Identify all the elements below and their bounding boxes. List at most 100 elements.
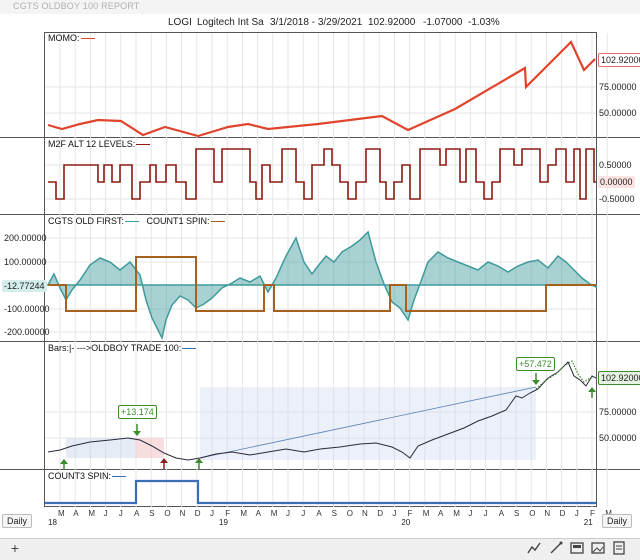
m2f-panel-title: M2F ALT 12 LEVELS: xyxy=(48,139,151,149)
trade-profit-label-2: +57.472 xyxy=(516,357,555,371)
month-tick: N xyxy=(544,509,551,518)
month-tick: A xyxy=(316,509,322,518)
month-tick: D xyxy=(194,509,201,518)
month-tick: N xyxy=(179,509,186,518)
date-range: 3/1/2018 - 3/29/2021 xyxy=(270,17,363,28)
momo-tick: 50.00000 xyxy=(599,108,637,118)
month-tick: M xyxy=(88,509,96,518)
window-title: CGTS OLDBOY 100 REPORT xyxy=(13,1,140,11)
layout-icon[interactable] xyxy=(570,541,584,555)
month-tick: A xyxy=(73,509,79,518)
buy-arrow-2 xyxy=(160,458,168,469)
m2f-tick: -0.50000 xyxy=(599,194,635,204)
month-tick: J xyxy=(574,509,579,518)
month-tick: F xyxy=(407,509,413,518)
month-tick: S xyxy=(514,509,520,518)
month-tick: A xyxy=(255,509,261,518)
bars-panel-title: Bars:|- --->OLDBOY TRADE 100: xyxy=(48,343,197,353)
month-tick: D xyxy=(559,509,566,518)
month-tick: J xyxy=(301,509,306,518)
month-tick: S xyxy=(149,509,155,518)
add-icon[interactable]: + xyxy=(10,540,20,556)
month-tick: J xyxy=(103,509,108,518)
price-axis[interactable] xyxy=(597,32,640,507)
draw-tool-icon[interactable] xyxy=(549,541,563,555)
month-tick: J xyxy=(210,509,214,518)
price-line xyxy=(47,361,597,461)
count1-spin-line xyxy=(48,256,596,312)
momo-panel-title: MOMO: xyxy=(48,33,95,43)
momo-tick: 75.00000 xyxy=(599,82,637,92)
month-tick: M xyxy=(453,509,460,518)
month-tick: J xyxy=(483,509,488,518)
symbol-info-bar: LOGI Logitech Int Sa 3/1/2018 - 3/29/202… xyxy=(0,14,640,32)
year-tick: 20 xyxy=(401,518,411,527)
month-tick: F xyxy=(590,509,595,518)
month-tick: D xyxy=(377,509,383,518)
month-tick: M xyxy=(58,509,65,518)
chart-type-icon[interactable] xyxy=(527,541,541,555)
title-bar: CGTS OLDBOY 100 REPORT xyxy=(0,0,640,14)
month-tick: J xyxy=(392,509,397,518)
m2f-tick: 0.50000 xyxy=(599,160,632,170)
month-tick: A xyxy=(438,509,444,518)
month-tick: M xyxy=(605,509,612,518)
m2f-step-line xyxy=(48,148,596,200)
cgts-tick: 100.00000 xyxy=(4,257,47,267)
price-change: -1.07000 xyxy=(423,17,463,28)
settings-icon[interactable] xyxy=(612,541,626,555)
month-tick: N xyxy=(362,509,368,518)
month-tick: J xyxy=(118,509,123,518)
cgts-last-value: -12.77244 xyxy=(2,280,47,292)
trade-zone-2 xyxy=(136,438,164,458)
period-selector-left[interactable]: Daily xyxy=(2,514,33,528)
cgts-tick: -100.00000 xyxy=(4,304,50,314)
panel-divider[interactable] xyxy=(0,137,640,138)
bars-tick: 50.00000 xyxy=(599,433,637,443)
m2f-last-value: 0.00000 xyxy=(598,176,635,188)
buy-arrow-1 xyxy=(60,459,68,470)
cgts-tick: 200.00000 xyxy=(4,233,47,243)
cgts-panel-title: CGTS OLD FIRST: COUNT1 SPIN: xyxy=(48,216,225,226)
count3-panel-title: COUNT3 SPIN: xyxy=(48,471,127,481)
month-tick: M xyxy=(240,509,248,518)
sell-arrow-1 xyxy=(133,424,141,436)
month-tick: O xyxy=(346,509,354,518)
month-tick: A xyxy=(498,509,505,518)
month-tick: M xyxy=(422,509,430,518)
count3-spin-line xyxy=(45,479,596,505)
sell-arrow-2 xyxy=(532,373,540,385)
plot-area[interactable] xyxy=(44,32,597,507)
bars-tick: 75.00000 xyxy=(599,407,637,417)
year-tick: 18 xyxy=(48,518,57,527)
year-tick: 19 xyxy=(219,518,228,527)
image-icon[interactable] xyxy=(591,541,605,555)
month-tick: F xyxy=(225,509,231,518)
month-tick: S xyxy=(331,509,337,518)
period-selector-right[interactable]: Daily xyxy=(602,514,633,528)
month-tick: J xyxy=(468,509,473,518)
last-price: 102.92000 xyxy=(368,17,416,28)
panel-divider[interactable] xyxy=(0,341,640,342)
price-change-percent: -1.03% xyxy=(468,17,500,28)
month-tick: O xyxy=(529,509,536,518)
buy-arrow-3 xyxy=(195,458,203,469)
trade-profit-label-1: +13.174 xyxy=(118,405,157,419)
year-tick: 21 xyxy=(583,518,593,527)
panel-divider[interactable] xyxy=(0,214,640,215)
buy-arrow-4 xyxy=(588,387,596,398)
panel-divider[interactable] xyxy=(0,469,640,470)
momo-last-value: 102.92000 xyxy=(598,53,640,67)
momo-line xyxy=(47,40,596,138)
month-tick: O xyxy=(164,509,171,518)
bars-last-value: 102.92000 xyxy=(598,371,640,385)
cgts-tick: -200.00000 xyxy=(4,327,50,337)
month-tick: J xyxy=(286,509,290,518)
bottom-toolbar xyxy=(0,538,640,560)
company-name: Logitech Int Sa xyxy=(197,17,264,28)
month-tick: A xyxy=(134,509,140,518)
month-tick: M xyxy=(270,509,278,518)
symbol[interactable]: LOGI xyxy=(168,17,192,28)
